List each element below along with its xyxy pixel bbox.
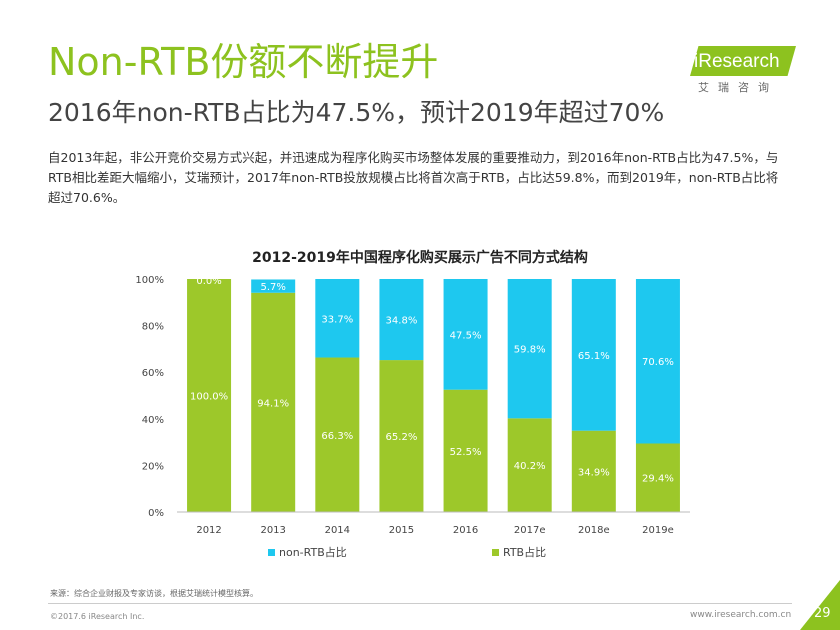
x-tick-label: 2018e bbox=[578, 525, 610, 536]
logo-subtitle: 艾瑞咨询 bbox=[698, 81, 778, 94]
chart-title: 2012-2019年中国程序化购买展示广告不同方式结构 bbox=[252, 249, 588, 266]
bars: 0.0% 100.0% 5.7% 94.1% 33.7% 66.3% 34.8% 65.2% 4… bbox=[187, 276, 680, 512]
page-corner-decoration bbox=[800, 580, 840, 630]
data-label-rtb: 100.0% bbox=[190, 392, 228, 403]
bar-non-rtb bbox=[443, 279, 488, 390]
source-note: 来源：综合企业财报及专家访谈，根据艾瑞统计模型核算。 bbox=[50, 589, 258, 598]
x-tick-label: 2017e bbox=[514, 525, 546, 536]
iresearch-logo: iResearch 艾瑞咨询 bbox=[690, 44, 800, 100]
page-subtitle: 2016年non-RTB占比为47.5%，预计2019年超过70% bbox=[48, 98, 665, 127]
website-link[interactable]: www.iresearch.com.cn bbox=[690, 610, 792, 620]
logo-name: iResearch bbox=[694, 51, 780, 72]
data-label-rtb: 29.4% bbox=[642, 474, 674, 485]
x-tick-label: 2012 bbox=[196, 525, 221, 536]
x-tick-label: 2013 bbox=[260, 525, 285, 536]
legend-label: non-RTB占比 bbox=[279, 545, 347, 559]
data-label-non-rtb: 59.8% bbox=[514, 345, 546, 356]
bar-non-rtb bbox=[379, 279, 424, 361]
page-number: 29 bbox=[814, 606, 831, 621]
bar-non-rtb bbox=[251, 279, 296, 293]
x-axis: 2012 2013 2014 2015 2016 2017e 2018e 2019e bbox=[177, 511, 690, 536]
stacked-bar-chart: 2012-2019年中国程序化购买展示广告不同方式结构 0% 20% 40% 60% 8… bbox=[135, 249, 690, 559]
x-tick-label: 2014 bbox=[325, 525, 350, 536]
data-label-rtb: 94.1% bbox=[257, 398, 289, 409]
y-tick-label: 100% bbox=[135, 275, 164, 286]
data-label-non-rtb: 0.0% bbox=[196, 276, 221, 287]
bar-non-rtb bbox=[635, 279, 680, 444]
y-tick-label: 20% bbox=[142, 461, 164, 472]
summary-text: 自2013年起，非公开竞价交易方式兴起，并迅速成为程序化购买市场整体发展的重要推… bbox=[48, 150, 779, 205]
data-label-non-rtb: 65.1% bbox=[578, 351, 610, 362]
logo-mark bbox=[690, 46, 796, 76]
y-tick-label: 40% bbox=[142, 415, 164, 426]
bar-non-rtb bbox=[507, 279, 552, 419]
data-label-non-rtb: 34.8% bbox=[386, 316, 418, 327]
x-tick-label: 2015 bbox=[389, 525, 414, 536]
legend: non-RTB占比 RTB占比 bbox=[268, 545, 546, 559]
data-label-rtb: 65.2% bbox=[386, 432, 418, 443]
legend-swatch bbox=[492, 549, 499, 556]
bar-rtb bbox=[315, 357, 360, 512]
bar-rtb bbox=[507, 418, 552, 512]
bar-non-rtb bbox=[315, 279, 360, 358]
data-label-rtb: 52.5% bbox=[450, 447, 482, 458]
y-tick-label: 80% bbox=[142, 322, 164, 333]
y-tick-label: 60% bbox=[142, 368, 164, 379]
page-title: Non-RTB份额不断提升 bbox=[48, 40, 439, 84]
x-tick-label: 2019e bbox=[642, 525, 674, 536]
bar-rtb bbox=[187, 279, 232, 512]
y-axis: 0% 20% 40% 60% 80% 100% bbox=[135, 275, 164, 519]
footer-divider bbox=[48, 603, 792, 604]
data-label-non-rtb: 70.6% bbox=[642, 357, 674, 368]
data-label-non-rtb: 33.7% bbox=[321, 314, 353, 325]
bar-non-rtb bbox=[571, 279, 616, 431]
data-label-non-rtb: 5.7% bbox=[260, 282, 285, 293]
data-label-rtb: 66.3% bbox=[321, 431, 353, 442]
bar-rtb bbox=[379, 360, 424, 512]
data-label-rtb: 40.2% bbox=[514, 461, 546, 472]
bar-rtb bbox=[571, 430, 616, 512]
legend-label: RTB占比 bbox=[503, 545, 546, 559]
copyright-text: ©2017.6 iResearch Inc. bbox=[50, 612, 145, 621]
y-tick-label: 0% bbox=[148, 508, 164, 519]
data-label-non-rtb: 47.5% bbox=[450, 330, 482, 341]
x-tick-label: 2016 bbox=[453, 525, 478, 536]
bar-rtb bbox=[443, 389, 488, 512]
data-label-rtb: 34.9% bbox=[578, 467, 610, 478]
bar-rtb bbox=[635, 443, 680, 512]
bar-rtb bbox=[251, 292, 296, 512]
legend-swatch bbox=[268, 549, 275, 556]
